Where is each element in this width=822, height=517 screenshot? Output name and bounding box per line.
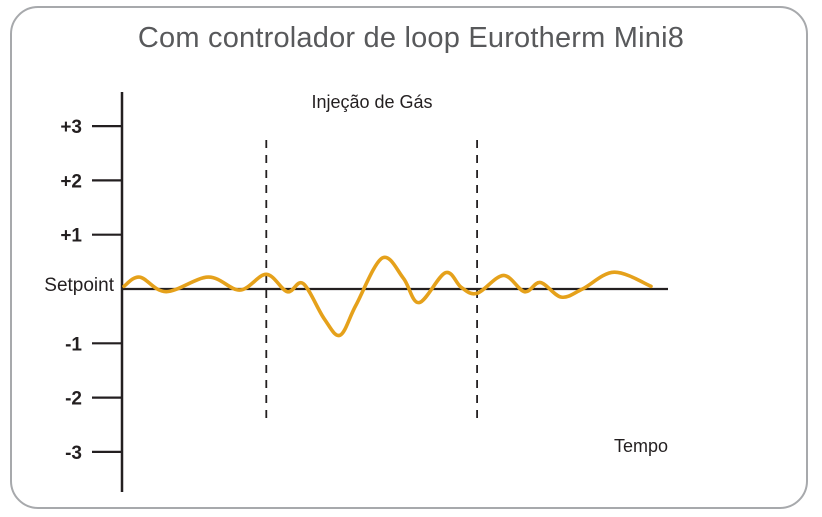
process-variable-line — [122, 255, 653, 338]
y-tick-label: -1 — [65, 334, 82, 355]
y-tick-label: -3 — [65, 443, 82, 464]
chart-title: Com controlador de loop Eurotherm Mini8 — [137, 22, 685, 54]
gas-injection-label: Injeção de Gás — [311, 92, 432, 112]
y-tick-label: +1 — [60, 226, 82, 247]
setpoint-label: Setpoint — [44, 275, 114, 296]
x-axis-label: Tempo — [614, 436, 668, 456]
chart-card — [10, 6, 808, 509]
y-tick-label: +2 — [60, 171, 82, 192]
y-tick-label: +3 — [60, 117, 82, 138]
y-tick-label: -2 — [65, 389, 82, 410]
